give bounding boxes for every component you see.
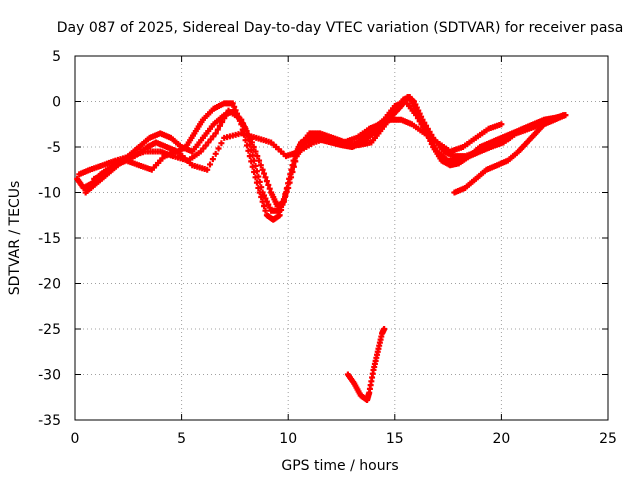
data-point — [214, 126, 221, 133]
y-tick-label: -30 — [38, 368, 61, 384]
x-tick-label: 25 — [599, 431, 617, 447]
data-point — [215, 145, 222, 152]
data-point — [562, 112, 569, 119]
data-point — [250, 144, 257, 150]
data-point — [291, 157, 298, 164]
data-point — [254, 153, 261, 160]
chart-title: Day 087 of 2025, Sidereal Day-to-day VTE… — [57, 20, 624, 36]
data-point — [221, 115, 228, 122]
data-point — [288, 166, 295, 173]
y-tick-label: 0 — [52, 95, 61, 111]
data-point — [253, 168, 260, 175]
data-point — [261, 170, 268, 177]
y-tick-label: -5 — [47, 140, 61, 156]
axis-ticks: 0 5 10 15 20 25 5 0 -5 -10 -15 -20 -25 -30 -35 — [38, 49, 617, 447]
series-track-6 — [344, 326, 388, 403]
data-point — [290, 162, 297, 169]
x-tick-label: 5 — [177, 431, 186, 447]
data-point — [256, 178, 263, 185]
data-point — [212, 130, 219, 137]
data-point — [218, 140, 225, 147]
data-point — [238, 116, 245, 123]
data-point — [209, 156, 216, 163]
x-tick-label: 15 — [386, 431, 404, 447]
data-point — [252, 162, 259, 169]
x-axis-label: GPS time / hours — [281, 458, 398, 474]
data-point — [256, 157, 263, 164]
data-point — [212, 150, 219, 157]
y-tick-label: -25 — [38, 322, 61, 338]
data-point — [261, 203, 268, 210]
data-point — [287, 171, 294, 178]
data-point — [207, 161, 214, 168]
data-point — [241, 124, 248, 131]
data-point — [240, 120, 247, 127]
y-tick-label: -20 — [38, 277, 61, 293]
y-axis-label: SDTVAR / TECUs — [7, 181, 23, 296]
data-point — [216, 122, 223, 129]
data-points — [74, 93, 569, 403]
data-point — [266, 185, 273, 192]
data-point — [265, 181, 272, 188]
data-point — [381, 326, 388, 332]
data-point — [248, 139, 255, 146]
data-point — [263, 178, 270, 185]
y-tick-label: 5 — [52, 49, 61, 65]
x-tick-label: 10 — [279, 431, 297, 447]
data-point — [257, 162, 264, 169]
data-point — [255, 173, 262, 180]
x-tick-label: 20 — [492, 431, 510, 447]
data-point — [498, 121, 505, 128]
x-tick-label: 0 — [71, 431, 80, 447]
data-point — [204, 166, 211, 173]
y-tick-label: -10 — [38, 186, 61, 202]
series-track-5 — [451, 112, 569, 196]
data-point — [229, 100, 236, 107]
data-point — [276, 207, 283, 214]
data-point — [252, 148, 259, 155]
y-tick-label: -15 — [38, 231, 61, 247]
data-point — [262, 207, 269, 214]
series-track-4 — [91, 116, 505, 182]
data-point — [223, 111, 230, 118]
data-point — [258, 184, 265, 191]
data-point — [219, 118, 226, 125]
y-tick-label: -35 — [38, 413, 61, 429]
data-point — [259, 166, 266, 173]
data-point — [262, 174, 269, 181]
